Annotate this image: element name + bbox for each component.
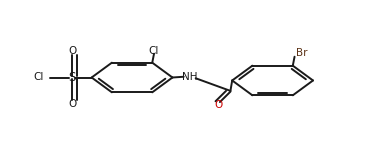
Text: Br: Br	[296, 49, 308, 58]
Text: Cl: Cl	[149, 46, 159, 56]
Text: NH: NH	[182, 72, 197, 82]
Text: O: O	[68, 46, 76, 56]
Text: S: S	[69, 71, 76, 84]
Text: O: O	[214, 100, 222, 110]
Text: O: O	[68, 99, 76, 109]
Text: Cl: Cl	[34, 73, 44, 82]
